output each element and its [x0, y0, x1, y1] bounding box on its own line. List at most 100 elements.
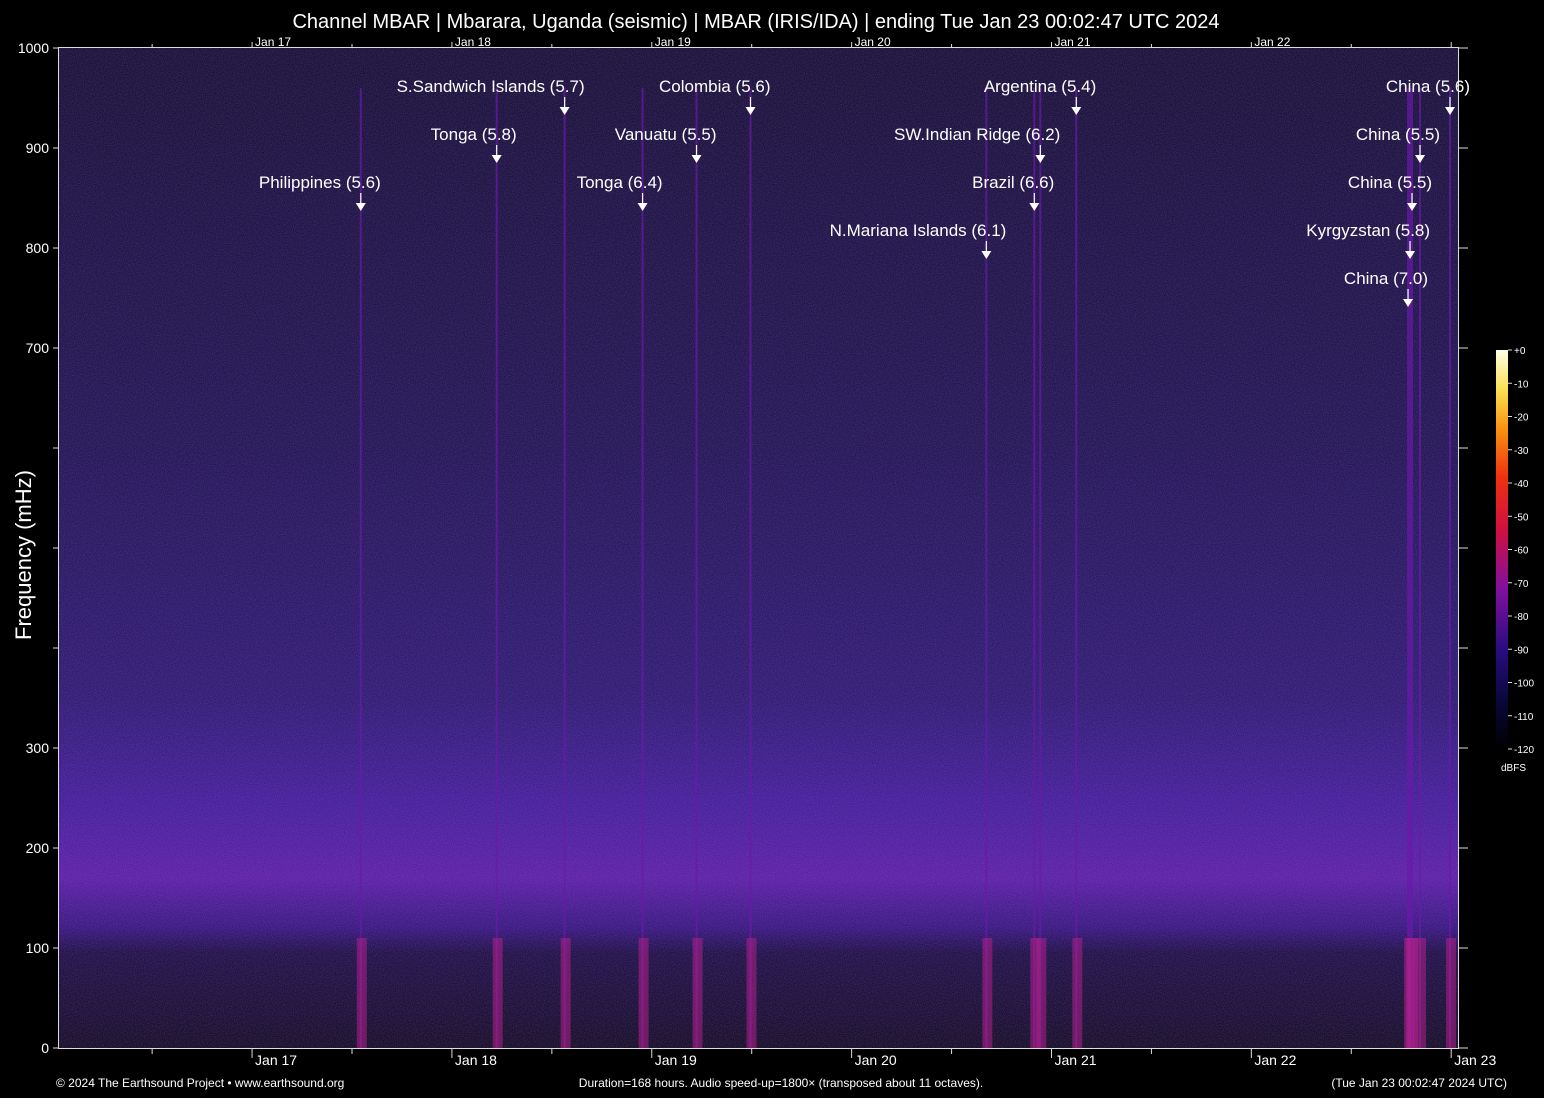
event-arrow-head: [1445, 107, 1456, 115]
colorbar-tick-label: -40: [1514, 479, 1529, 490]
event-streak: [1075, 88, 1078, 1048]
event-label: Brazil (6.6): [972, 173, 1054, 192]
event-streak-low: [692, 938, 703, 1048]
event-annotations: Philippines (5.6) Tonga (5.8) S.Sandwich I…: [259, 77, 1470, 307]
event-streak-low: [492, 938, 503, 1048]
event-label: China (5.6): [1386, 77, 1470, 96]
event-label: Philippines (5.6): [259, 173, 381, 192]
spectrogram-plot-area: [59, 48, 1458, 1048]
colorbar-tick-label: -110: [1514, 712, 1534, 723]
colorbar-tick-label: -70: [1514, 579, 1529, 590]
event-arrow-head: [491, 155, 502, 163]
colorbar-tick-label: -100: [1514, 679, 1534, 690]
event-streak: [359, 88, 362, 1048]
event-label: SW.Indian Ridge (6.2): [894, 125, 1060, 144]
colorbar: dBFS +0 -10 -20 -30 -40 -50 -60 -70 -80 -90 -100 -1…: [1496, 346, 1534, 774]
footer-duration: Duration=168 hours. Audio speed-up=1800×…: [579, 1076, 983, 1090]
chart-title: Channel MBAR | Mbarara, Uganda (seismic)…: [292, 11, 1219, 33]
event-label: S.Sandwich Islands (5.7): [397, 77, 585, 96]
colorbar-tick-label: -90: [1514, 645, 1529, 656]
y-tick-label: 700: [26, 340, 50, 356]
event-streak-low: [1036, 938, 1047, 1048]
y-tick-label: 1000: [18, 40, 49, 56]
event-streak: [1419, 88, 1422, 1048]
event-arrow-head: [1405, 251, 1416, 259]
y-axis: 0 100 200 300 700 800 900 1000: [18, 40, 1468, 1056]
event-streak-low: [638, 938, 649, 1048]
event-streak: [985, 88, 988, 1048]
event-streak: [1039, 88, 1042, 1048]
event-arrow-head: [637, 203, 648, 211]
y-tick-label: 800: [26, 240, 50, 256]
event-label: China (5.5): [1348, 173, 1432, 192]
event-label: China (5.5): [1356, 125, 1440, 144]
event-label: China (7.0): [1344, 269, 1428, 288]
event-label: Vanuatu (5.5): [615, 125, 717, 144]
event-streak-low: [982, 938, 993, 1048]
colorbar-tick-label: -60: [1514, 546, 1529, 557]
event-label: Kyrgyzstan (5.8): [1306, 221, 1430, 240]
event-streak: [1407, 88, 1410, 1048]
event-arrow-head: [559, 107, 570, 115]
colorbar-gradient: [1496, 350, 1508, 749]
event-arrow-head: [745, 107, 756, 115]
x-tick-label-top: Jan 20: [855, 35, 891, 49]
x-tick-label: Jan 23: [1454, 1052, 1496, 1068]
y-tick-label: 200: [26, 840, 50, 856]
colorbar-unit: dBFS: [1501, 763, 1526, 774]
y-tick-label: 900: [26, 140, 50, 156]
y-tick-label: 300: [26, 740, 50, 756]
event-streak: [495, 88, 498, 1048]
colorbar-tick-label: +0: [1514, 346, 1526, 357]
event-streak-low: [560, 938, 571, 1048]
event-streak-low: [1408, 938, 1419, 1048]
colorbar-tick-label: -20: [1514, 413, 1529, 424]
event-streak-low: [1416, 938, 1427, 1048]
x-tick-label: Jan 17: [255, 1052, 297, 1068]
event-streak-low: [1030, 938, 1041, 1048]
x-tick-label-top: Jan 21: [1054, 35, 1090, 49]
event-label: N.Mariana Islands (6.1): [830, 221, 1007, 240]
colorbar-tick-label: -10: [1514, 379, 1529, 390]
x-tick-label: Jan 19: [655, 1052, 697, 1068]
colorbar-tick-label: -120: [1514, 745, 1534, 756]
event-arrow-head: [1403, 299, 1414, 307]
colorbar-tick-label: -30: [1514, 446, 1529, 457]
event-streak-low: [356, 938, 367, 1048]
event-arrow-head: [1035, 155, 1046, 163]
y-tick-label: 0: [41, 1040, 49, 1056]
event-streak: [1033, 88, 1036, 1048]
event-arrow-head: [981, 251, 992, 259]
colorbar-tick-label: -50: [1514, 512, 1529, 523]
y-axis-label: Frequency (mHz): [11, 470, 36, 640]
x-tick-label: Jan 18: [455, 1052, 497, 1068]
event-arrow-head: [1071, 107, 1082, 115]
event-streak: [1411, 88, 1414, 1048]
footer-copyright: © 2024 The Earthsound Project • www.eart…: [56, 1076, 344, 1090]
event-arrow-head: [1029, 203, 1040, 211]
event-streak-low: [746, 938, 757, 1048]
x-axis: Jan 17 Jan 17 Jan 18 Jan 18 Jan 19 Jan 19 Jan …: [151, 35, 1496, 1068]
colorbar-tick-label: -80: [1514, 612, 1529, 623]
footer-timestamp: (Tue Jan 23 00:02:47 2024 UTC): [1331, 1076, 1507, 1090]
event-streak: [1409, 88, 1412, 1048]
event-label: Colombia (5.6): [659, 77, 771, 96]
event-streak: [563, 88, 566, 1048]
x-tick-label-top: Jan 19: [655, 35, 691, 49]
event-label: Tonga (6.4): [577, 173, 663, 192]
event-arrow-head: [1407, 203, 1418, 211]
x-tick-label: Jan 21: [1054, 1052, 1096, 1068]
event-arrow-head: [691, 155, 702, 163]
event-streak: [749, 88, 752, 1048]
event-streaks: [356, 88, 1457, 1048]
x-tick-label-top: Jan 18: [455, 35, 491, 49]
spectrogram-noise: [59, 48, 1458, 1048]
event-label: Tonga (5.8): [431, 125, 517, 144]
event-arrow-head: [355, 203, 366, 211]
event-streak-low: [1072, 938, 1083, 1048]
event-arrow-head: [1415, 155, 1426, 163]
x-tick-label: Jan 22: [1254, 1052, 1296, 1068]
x-tick-label: Jan 20: [855, 1052, 897, 1068]
event-streak: [1449, 88, 1452, 1048]
